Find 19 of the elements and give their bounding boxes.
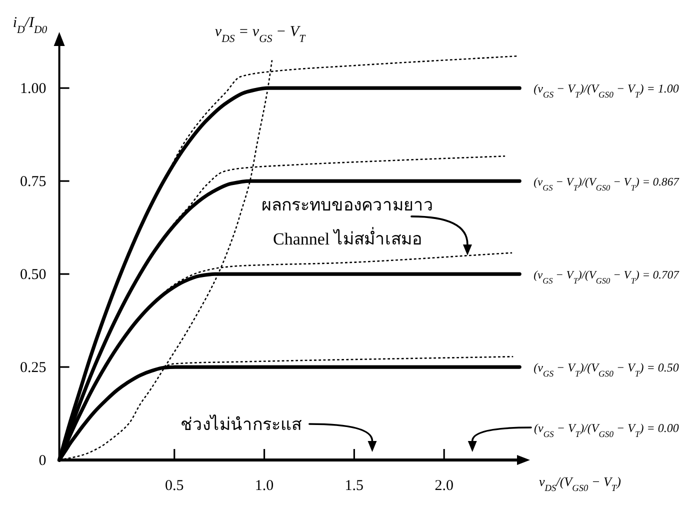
y-tick-label: 0	[38, 453, 46, 469]
x-axis-title: v$_{DS}$/(V$_{GS0}$ − V$_{T}$)	[539, 474, 621, 494]
text: (v$_{GS}$ − V$_{T}$)/(V$_{GS0}$ − V$_{T}$) = 0.867	[534, 176, 679, 192]
x-tick-label: 2.0	[434, 478, 454, 494]
text: (v$_{GS}$ − V$_{T}$)/(V$_{GS0}$ − V$_{T}$) = 0.00	[534, 421, 679, 439]
x-tick-label: 1.0	[254, 478, 274, 494]
text: (v$_{GS}$ − V$_{T}$)/(V$_{GS0}$ − V$_{T}$) = 1.00	[534, 82, 679, 100]
y-tick-label: 0.25	[20, 360, 46, 376]
series-label: v$_{DS}$ = v$_{GS}$ − V$_{T}$	[214, 24, 306, 46]
y-tick-label: 0.75	[20, 174, 46, 190]
annotation: ช่วงไม่นำกระแส	[180, 414, 302, 434]
y-tick-label: 0.50	[20, 267, 46, 284]
y-axis-title: i$_{D}$/I$_{D0}$	[12, 15, 48, 36]
text: (v$_{GS}$ − V$_{T}$)/(V$_{GS0}$ − V$_{T}$) = 0.50	[534, 360, 679, 379]
y-tick-label: 1.00	[20, 81, 46, 98]
annotation: ผลกระทบของความยาว Channel ไม่สม่ำเสมอ	[261, 195, 434, 248]
x-tick-label: 0.5	[165, 478, 184, 494]
x-tick-label: 1.5	[344, 478, 364, 494]
text: (v$_{GS}$ − V$_{T}$)/(V$_{GS0}$ − V$_{T}$) = 0.707	[534, 270, 679, 286]
